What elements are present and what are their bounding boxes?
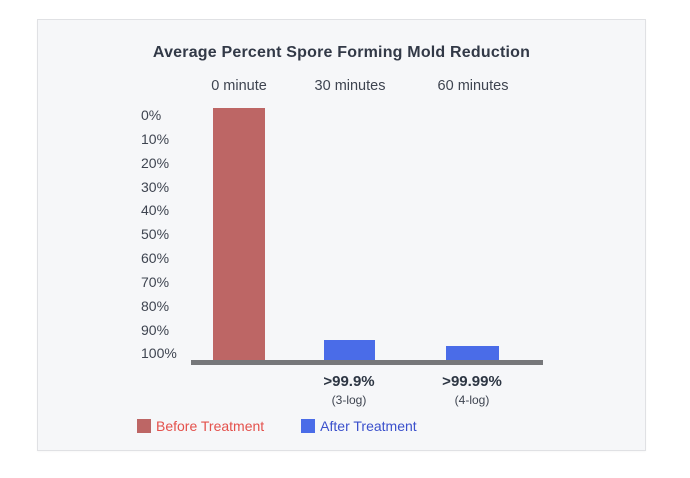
annotation-60min-log: (4-log) [454, 393, 490, 407]
bar-after-treatment-60min [446, 346, 499, 360]
y-tick-70: 70% [141, 273, 170, 290]
annotation-60min-value: >99.99% [442, 373, 502, 390]
bar-before-treatment-0min [213, 108, 265, 360]
y-axis: 0% 10% 20% 30% 40% 50% 60% 70% 80% 90% 1… [141, 104, 193, 366]
bar-after-treatment-30min [324, 340, 375, 360]
annotation-30min-log: (3-log) [331, 393, 367, 407]
y-tick-50: 50% [141, 226, 170, 243]
legend-label-after-treatment: After Treatment [320, 418, 417, 434]
annotation-30min-value: >99.9% [323, 373, 375, 390]
y-tick-90: 90% [141, 321, 170, 338]
y-tick-100: 100% [141, 345, 177, 362]
y-tick-80: 80% [141, 297, 170, 314]
category-label-30-minutes: 30 minutes [314, 78, 386, 94]
legend-swatch-before-treatment [137, 419, 151, 433]
legend-swatch-after-treatment [301, 419, 316, 433]
chart-legend: Before Treatment After Treatment [137, 418, 417, 434]
y-tick-30: 30% [141, 178, 170, 195]
y-tick-10: 10% [141, 130, 170, 147]
annotation-60min: >99.99% (4-log) [442, 373, 502, 407]
category-label-0-minute: 0 minute [211, 78, 267, 94]
y-tick-60: 60% [141, 250, 170, 267]
chart-card: Average Percent Spore Forming Mold Reduc… [37, 19, 646, 451]
chart-title: Average Percent Spore Forming Mold Reduc… [152, 44, 531, 61]
annotation-30min: >99.9% (3-log) [323, 373, 374, 407]
y-tick-0: 0% [141, 107, 162, 123]
y-tick-40: 40% [141, 202, 170, 219]
legend-label-before-treatment: Before Treatment [156, 418, 265, 434]
x-axis-baseline [191, 360, 543, 365]
category-label-60-minutes: 60 minutes [437, 78, 509, 94]
y-tick-20: 20% [141, 154, 170, 171]
